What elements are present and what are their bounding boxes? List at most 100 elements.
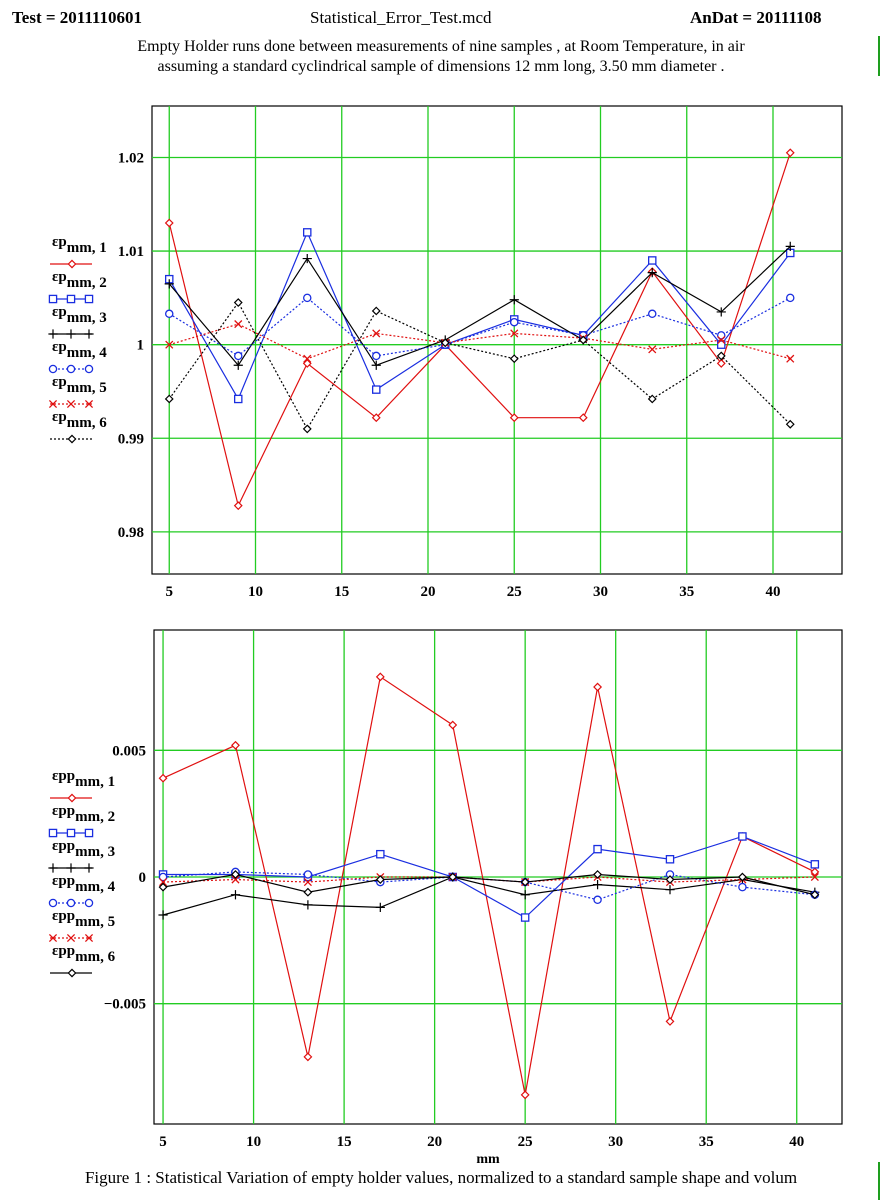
top-series-4-point: [717, 331, 726, 340]
bottom-series-6-point: [375, 875, 385, 884]
top-series-1-point: [578, 413, 588, 423]
top-legend-entry-3: εpmm, 3: [48, 304, 107, 339]
bottom-legend-label-4: εppmm, 4: [52, 873, 116, 895]
bottom-xtick-label: 10: [246, 1134, 261, 1150]
top-legend-label-2: εpmm, 2: [52, 269, 107, 291]
top-series-2-line: [168, 230, 791, 401]
top-legend-marker-5: [66, 399, 76, 409]
bottom-xtick-label: 20: [427, 1134, 442, 1150]
bottom-series-4: [158, 867, 820, 905]
bottom-series-2-point: [593, 844, 602, 854]
bottom-xtick-label: 30: [608, 1134, 623, 1150]
test-id-label: Test = 2011110601: [12, 8, 142, 27]
top-series-5-point: [165, 340, 174, 349]
top-xtick-label: 35: [679, 584, 694, 600]
bottom-legend-entry-2: εppmm, 2: [48, 803, 115, 838]
top-series-3-point: [164, 279, 174, 289]
top-series-6-point: [164, 394, 174, 404]
bottom-series-6-point: [737, 872, 747, 882]
bottom-series-2-point: [810, 860, 820, 869]
bottom-series-4-point: [738, 882, 747, 892]
top-series-6-line: [168, 301, 791, 431]
top-series-5-point: [510, 329, 519, 338]
bottom-legend-entry-6: εppmm, 6: [50, 943, 116, 978]
margin-bar-bottom: [878, 1162, 880, 1200]
top-series-6-point: [647, 394, 657, 404]
bottom-series-1-point: [665, 1016, 675, 1026]
bottom-legend-marker-4: [48, 898, 58, 908]
bottom-legend-label-6: εppmm, 6: [52, 943, 116, 965]
top-series-1-point: [716, 358, 726, 368]
top-ytick-label: 1.01: [118, 244, 144, 260]
top-series-1-point: [785, 148, 795, 158]
bottom-series-1-line: [162, 675, 816, 1095]
bottom-legend-marker-5: [84, 933, 94, 943]
top-xtick-label: 20: [421, 584, 436, 600]
top-legend-marker-4: [84, 364, 94, 374]
bottom-series-3-point: [520, 890, 530, 900]
top-series-2-point: [717, 340, 726, 349]
top-series-4-point: [509, 317, 519, 327]
bottom-x-axis-label: mm: [476, 1152, 500, 1167]
bottom-legend-marker-4: [66, 898, 76, 908]
top-series-2-point: [302, 228, 312, 237]
top-series-4-line: [168, 297, 791, 357]
bottom-legend-marker-2: [48, 828, 58, 838]
top-series-3-point: [716, 307, 726, 317]
top-series-4: [164, 293, 795, 361]
bottom-ytick-label: 0.005: [112, 743, 146, 759]
bottom-series-1-point: [303, 1052, 313, 1062]
top-xtick-label: 40: [766, 584, 781, 600]
bottom-ytick-label: −0.005: [104, 997, 146, 1013]
top-series-1-point: [509, 413, 519, 423]
bottom-legend-entry-5: εppmm, 5: [48, 908, 115, 943]
top-series-5-point: [234, 320, 243, 329]
top-series-5-point: [648, 345, 657, 354]
top-xtick-label: 30: [593, 584, 608, 600]
bottom-series-3-line: [162, 876, 815, 916]
top-series-4-point: [648, 309, 657, 319]
description-line-2: assuming a standard cyclindrical sample …: [157, 58, 725, 75]
top-legend-marker-2: [66, 294, 76, 304]
top-legend-entry-6: εpmm, 6: [50, 409, 107, 444]
bottom-series-6-point: [158, 882, 168, 892]
top-series-6: [164, 298, 795, 434]
bottom-series-6: [158, 870, 820, 900]
bottom-series-3-point: [592, 880, 603, 890]
andat-label: AnDat = 20111108: [690, 8, 822, 27]
top-legend-marker-2: [84, 294, 94, 304]
top-legend-marker-5: [48, 399, 58, 409]
top-series-6-point: [440, 338, 450, 348]
bottom-series-6-point: [520, 877, 530, 887]
bottom-series-6-point: [231, 870, 240, 879]
bottom-series-1-point: [231, 740, 240, 750]
bottom-series-1-point: [375, 672, 385, 682]
bottom-ytick-label: 0: [139, 870, 147, 886]
bottom-legend-marker-3: [48, 863, 58, 873]
top-series-4-point: [302, 293, 312, 303]
bottom-legend-marker-3: [66, 863, 76, 873]
top-xtick-label: 5: [166, 584, 174, 600]
top-xtick-label: 10: [248, 584, 263, 600]
bottom-series-6-point: [303, 887, 313, 897]
bottom-series-2-point: [376, 849, 385, 859]
top-legend-entry-5: εpmm, 5: [48, 374, 107, 409]
margin-bar-top: [878, 36, 880, 76]
top-chart: 5 10 15 20 25 30 35 40 0.98 0.99 1 1.01 1.02 εpmm, 1 ε…: [48, 105, 843, 600]
top-ytick-label: 1.02: [118, 150, 144, 166]
bottom-xtick-label: 5: [159, 1134, 167, 1150]
top-plot-frame: [151, 105, 843, 575]
bottom-series-2-line: [163, 835, 816, 919]
top-legend-label-1: εpmm, 1: [52, 234, 107, 256]
bottom-series-4-point: [303, 870, 313, 879]
top-series-2-point: [648, 256, 657, 265]
top-legend-label-5: εpmm, 5: [52, 374, 107, 396]
top-legend-marker-6: [67, 434, 77, 444]
bottom-series-1-point: [810, 867, 820, 877]
bottom-legend-marker-6: [67, 968, 77, 978]
top-ytick-label: 1: [137, 338, 145, 354]
bottom-series-6-point: [593, 870, 603, 879]
top-legend-marker-1: [67, 259, 77, 269]
bottom-legend-marker-5: [66, 933, 76, 943]
top-series-6-point: [509, 354, 519, 364]
